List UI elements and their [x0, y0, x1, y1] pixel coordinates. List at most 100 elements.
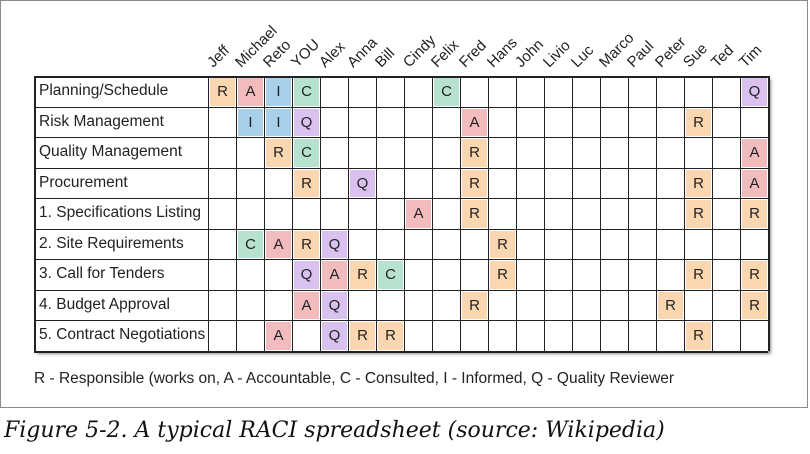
raci-cell — [322, 200, 347, 228]
raci-cell: Q — [294, 108, 319, 136]
grid-line — [34, 106, 768, 108]
table-shadow — [34, 76, 768, 351]
grid-line — [34, 228, 768, 230]
raci-cell: I — [266, 78, 291, 106]
raci-cell — [518, 78, 543, 106]
raci-cell — [406, 139, 431, 167]
raci-cell — [574, 78, 599, 106]
grid-line — [34, 350, 768, 353]
raci-cell — [434, 170, 459, 198]
raci-cell — [378, 139, 403, 167]
raci-cell — [406, 292, 431, 320]
raci-cell — [378, 231, 403, 259]
raci-cell — [602, 139, 627, 167]
raci-cell — [630, 261, 655, 289]
raci-cell — [518, 200, 543, 228]
grid-line — [34, 76, 36, 351]
raci-cell — [210, 261, 235, 289]
grid-line — [34, 259, 768, 260]
raci-cell: C — [294, 78, 319, 106]
raci-cell — [630, 322, 655, 350]
raci-cell — [210, 322, 235, 350]
raci-cell: C — [378, 261, 403, 289]
raci-cell — [686, 292, 711, 320]
raci-cell — [686, 78, 711, 106]
raci-cell: R — [686, 108, 711, 136]
row-label: 5. Contract Negotiations — [39, 326, 206, 343]
raci-cell — [210, 231, 235, 259]
raci-cell: C — [434, 78, 459, 106]
raci-cell — [462, 231, 487, 259]
raci-cell — [602, 109, 627, 137]
raci-cell — [434, 261, 459, 289]
raci-cell — [322, 109, 347, 137]
grid-line — [34, 137, 768, 138]
raci-cell: R — [462, 291, 487, 319]
raci-cell: R — [210, 78, 235, 106]
raci-cell — [518, 322, 543, 350]
raci-cell — [574, 109, 599, 137]
raci-cell — [574, 200, 599, 228]
raci-cell — [686, 231, 711, 259]
raci-cell — [518, 109, 543, 137]
raci-cell — [434, 231, 459, 259]
raci-cell: R — [686, 200, 711, 228]
raci-cell — [378, 170, 403, 198]
raci-cell — [602, 170, 627, 198]
raci-cell — [266, 292, 291, 320]
raci-cell — [658, 322, 683, 350]
grid-line — [376, 76, 377, 351]
raci-cell — [462, 322, 487, 350]
raci-cell — [602, 292, 627, 320]
raci-cell — [350, 139, 375, 167]
grid-line — [34, 320, 768, 321]
raci-cell — [210, 139, 235, 167]
raci-cell: R — [350, 322, 375, 350]
row-label: 1. Specifications Listing — [39, 204, 201, 221]
grid-line — [488, 76, 489, 351]
raci-cell: A — [322, 261, 347, 289]
raci-cell: R — [742, 291, 767, 319]
raci-cell — [658, 78, 683, 106]
raci-cell — [350, 292, 375, 320]
grid-line — [572, 76, 573, 351]
raci-cell — [574, 170, 599, 198]
raci-cell: R — [462, 139, 487, 167]
row-label: Planning/Schedule — [39, 82, 169, 99]
raci-cell — [546, 139, 571, 167]
raci-cell: A — [742, 139, 767, 167]
raci-cell: R — [686, 261, 711, 289]
raci-cell — [434, 200, 459, 228]
raci-cell — [490, 200, 515, 228]
row-label: 3. Call for Tenders — [39, 265, 165, 282]
raci-cell — [210, 170, 235, 198]
raci-cell — [322, 139, 347, 167]
raci-cell — [238, 200, 263, 228]
raci-cell — [490, 78, 515, 106]
raci-cell: R — [686, 169, 711, 197]
grid-line — [768, 76, 770, 351]
raci-cell — [714, 261, 739, 289]
raci-cell — [574, 231, 599, 259]
raci-cell — [266, 261, 291, 289]
figure-caption: Figure 5-2. A typical RACI spreadsheet (… — [4, 418, 665, 443]
raci-cell — [378, 292, 403, 320]
raci-cell: R — [266, 139, 291, 167]
raci-cell: Q — [742, 78, 767, 106]
raci-cell — [238, 139, 263, 167]
raci-cell — [434, 292, 459, 320]
raci-cell — [490, 109, 515, 137]
raci-cell — [658, 109, 683, 137]
grid-line — [34, 289, 768, 291]
raci-cell — [406, 231, 431, 259]
raci-cell — [574, 292, 599, 320]
raci-cell — [434, 109, 459, 137]
raci-cell — [210, 200, 235, 228]
raci-cell — [266, 200, 291, 228]
raci-cell: R — [462, 200, 487, 228]
raci-cell: R — [742, 261, 767, 289]
raci-cell — [602, 78, 627, 106]
grid-line — [264, 76, 265, 351]
raci-cell — [546, 322, 571, 350]
raci-cell — [266, 170, 291, 198]
